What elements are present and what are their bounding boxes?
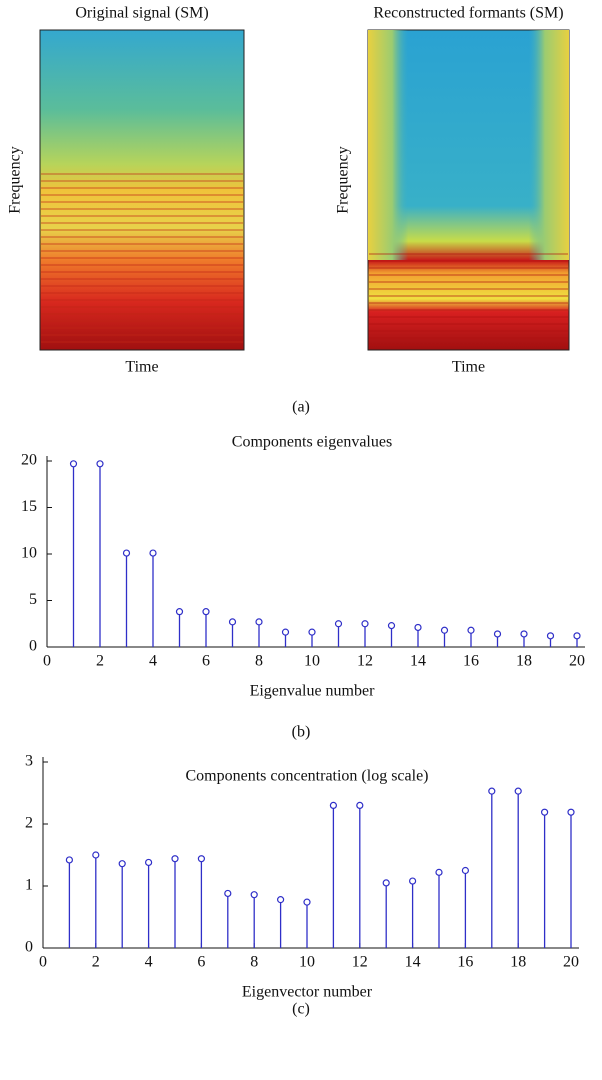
stem-marker — [250, 891, 258, 899]
x-tick-label: 6 — [197, 954, 205, 971]
x-tick-label: 12 — [357, 653, 373, 670]
x-tick-label: 2 — [96, 653, 104, 670]
stem-marker — [546, 632, 555, 640]
stem-marker — [356, 801, 364, 810]
x-tick-label: 14 — [410, 653, 426, 670]
panel-caption: (c) — [292, 1001, 310, 1018]
stem-marker — [308, 628, 316, 636]
x-axis-label: Time — [452, 359, 485, 376]
stem-marker — [122, 549, 131, 557]
y-tick-label: 2 — [25, 815, 33, 832]
y-tick-label: 0 — [29, 638, 37, 655]
stem-marker — [202, 608, 210, 616]
y-tick-label: 1 — [25, 877, 33, 894]
spectrogram-edge — [368, 30, 569, 260]
panel-caption: (b) — [292, 724, 311, 741]
x-tick-label: 10 — [304, 653, 320, 670]
stem-marker — [277, 896, 285, 904]
y-tick-label: 3 — [25, 753, 33, 770]
chart-title: Reconstructed formants (SM) — [373, 5, 563, 22]
y-axis-label: Frequency — [7, 146, 24, 214]
stem-marker — [255, 618, 263, 626]
x-tick-label: 8 — [255, 653, 263, 670]
x-tick-label: 0 — [39, 954, 47, 971]
stem-marker — [281, 628, 290, 636]
stem-marker — [467, 626, 475, 634]
x-tick-label: 18 — [510, 954, 526, 971]
stem-marker — [171, 855, 179, 863]
stem-marker — [69, 460, 78, 468]
stem-marker — [228, 618, 237, 626]
x-tick-label: 20 — [563, 954, 579, 971]
x-tick-label: 2 — [92, 954, 100, 971]
chart-title: Components concentration (log scale) — [185, 768, 428, 785]
stem-marker — [361, 620, 369, 628]
stem-marker — [382, 879, 390, 887]
y-tick-label: 20 — [21, 452, 37, 469]
chart-title: Components eigenvalues — [232, 434, 392, 451]
stem-marker — [493, 630, 502, 638]
x-tick-label: 8 — [250, 954, 258, 971]
x-tick-label: 4 — [149, 653, 157, 670]
x-tick-label: 6 — [202, 653, 210, 670]
stem-marker — [520, 630, 528, 638]
stem-marker — [514, 787, 522, 795]
panel-caption: (a) — [292, 399, 310, 416]
stem-marker — [440, 626, 449, 634]
x-tick-label: 4 — [145, 954, 153, 971]
stem-marker — [149, 549, 157, 557]
stem-marker — [435, 868, 443, 876]
y-axis-label: Frequency — [335, 146, 352, 214]
stem-marker — [96, 460, 104, 468]
stem-marker — [409, 877, 417, 885]
y-tick-label: 0 — [25, 939, 33, 956]
stem-marker — [224, 889, 232, 898]
stem-marker — [573, 632, 581, 640]
stem-marker — [540, 808, 549, 816]
y-tick-label: 5 — [29, 591, 37, 608]
stem-marker — [461, 866, 469, 875]
x-axis-label: Eigenvalue number — [250, 683, 376, 700]
stem-marker — [175, 608, 184, 616]
x-tick-label: 14 — [405, 954, 421, 971]
x-axis-label: Time — [125, 359, 158, 376]
x-tick-label: 12 — [352, 954, 368, 971]
x-tick-label: 18 — [516, 653, 532, 670]
stem-marker — [329, 801, 337, 810]
stem-marker — [197, 855, 205, 863]
x-axis-label: Eigenvector number — [242, 984, 373, 1001]
stem-marker — [387, 622, 396, 630]
x-tick-label: 16 — [457, 954, 473, 971]
x-tick-label: 0 — [43, 653, 51, 670]
stem-marker — [65, 856, 74, 864]
y-tick-label: 15 — [21, 498, 37, 515]
x-tick-label: 16 — [463, 653, 479, 670]
stem-marker — [118, 860, 126, 868]
spectrogram — [367, 29, 570, 351]
x-tick-label: 10 — [299, 954, 315, 971]
stem-marker — [334, 620, 343, 628]
y-tick-label: 10 — [21, 545, 37, 562]
stem-marker — [414, 623, 422, 632]
spectrogram — [39, 29, 245, 351]
chart-title: Original signal (SM) — [75, 5, 208, 22]
x-tick-label: 20 — [569, 653, 585, 670]
stem-marker — [488, 787, 496, 795]
stem-marker — [567, 808, 575, 816]
stem-marker — [92, 851, 100, 859]
stem-marker — [303, 898, 311, 906]
stem-marker — [145, 858, 153, 867]
spectrogram-image — [39, 29, 245, 351]
